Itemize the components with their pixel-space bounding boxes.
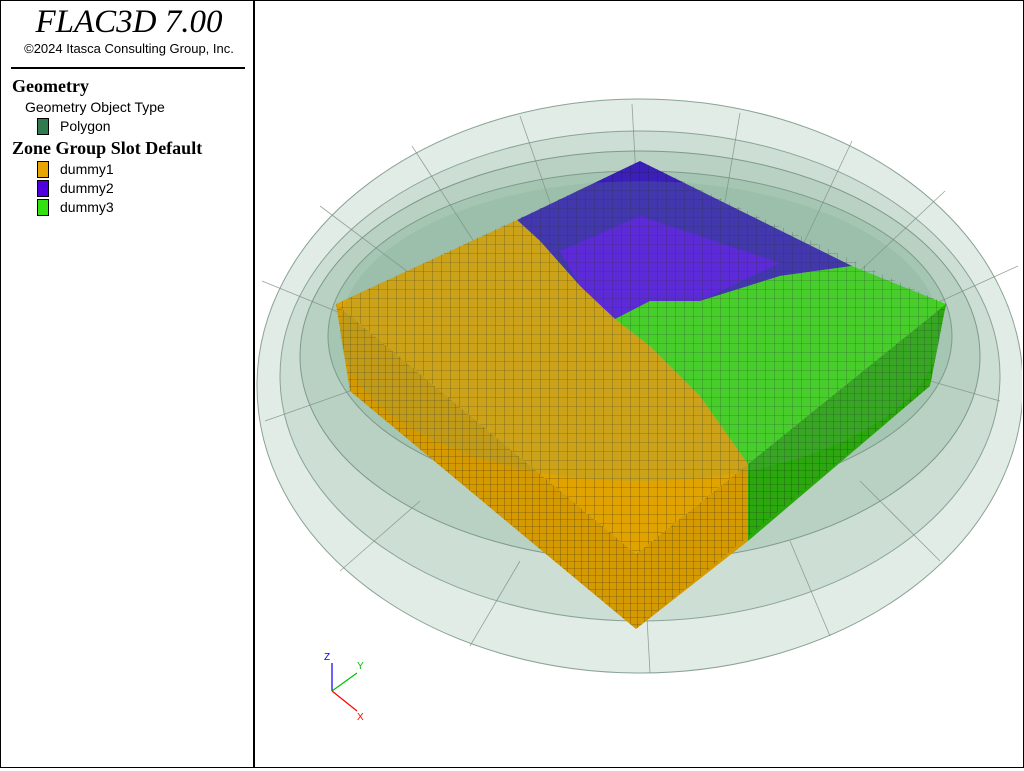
z-axis-label: Z	[324, 652, 330, 663]
model-view-svg[interactable]: Z Y X	[256, 1, 1024, 766]
zone-block	[336, 161, 946, 629]
geometry-heading: Geometry	[12, 76, 89, 96]
dummy2-swatch	[37, 179, 49, 197]
legend-panel: FLAC3D 7.00 ©2024 Itasca Consulting Grou…	[1, 1, 255, 767]
dummy1-swatch	[37, 160, 49, 178]
x-axis-line	[331, 690, 358, 712]
legend-item-label: dummy1	[60, 161, 114, 177]
axis-triad: Z Y X	[324, 652, 364, 723]
legend-item-polygon: Polygon	[37, 117, 111, 135]
polygon-swatch	[37, 117, 49, 135]
legend-item-label: dummy2	[60, 180, 114, 196]
model-viewport[interactable]: Z Y X	[256, 1, 1024, 766]
zone-group-heading: Zone Group Slot Default	[12, 138, 203, 158]
copyright-text: ©2024 Itasca Consulting Group, Inc.	[24, 41, 234, 56]
legend-item-dummy3: dummy3	[37, 198, 114, 216]
legend-item-label: dummy3	[60, 199, 114, 215]
app-title: FLAC3D 7.00	[35, 4, 223, 40]
legend-separator	[11, 67, 245, 69]
legend-item-dummy1: dummy1	[37, 160, 114, 178]
x-axis-label: X	[357, 712, 364, 723]
y-axis-line	[331, 672, 358, 692]
dummy3-swatch	[37, 198, 49, 216]
legend-item-label: Polygon	[60, 118, 111, 134]
y-axis-label: Y	[357, 661, 364, 672]
geometry-object-type-label: Geometry Object Type	[25, 99, 165, 115]
legend-item-dummy2: dummy2	[37, 179, 114, 197]
